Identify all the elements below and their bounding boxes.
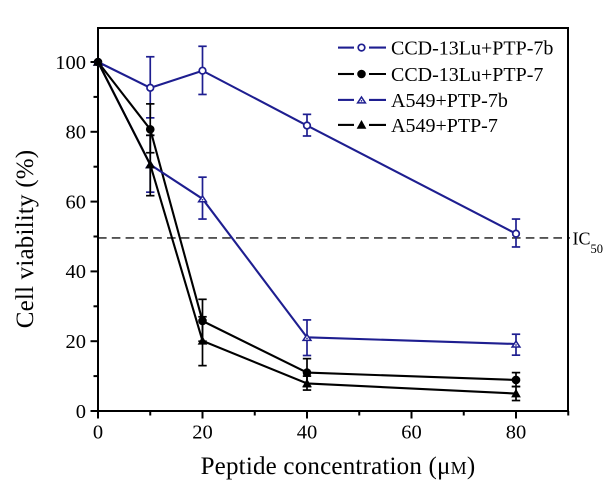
svg-text:100: 100 — [55, 52, 86, 74]
svg-text:60: 60 — [66, 191, 87, 213]
svg-text:40: 40 — [297, 422, 318, 444]
svg-text:0: 0 — [93, 422, 103, 444]
svg-text:A549+PTP-7b: A549+PTP-7b — [391, 90, 508, 112]
svg-text:Peptide concentration (μM): Peptide concentration (μM) — [201, 453, 476, 480]
svg-text:80: 80 — [506, 422, 527, 444]
svg-text:CCD-13Lu+PTP-7b: CCD-13Lu+PTP-7b — [391, 38, 553, 60]
svg-text:A549+PTP-7: A549+PTP-7 — [391, 115, 498, 137]
svg-text:60: 60 — [401, 422, 422, 444]
svg-text:CCD-13Lu+PTP-7: CCD-13Lu+PTP-7 — [391, 64, 543, 86]
svg-text:0: 0 — [76, 401, 86, 423]
svg-text:Cell viability (%): Cell viability (%) — [12, 150, 39, 329]
svg-text:80: 80 — [66, 122, 87, 144]
svg-text:40: 40 — [66, 261, 87, 283]
svg-text:20: 20 — [192, 422, 213, 444]
svg-text:20: 20 — [66, 331, 87, 353]
